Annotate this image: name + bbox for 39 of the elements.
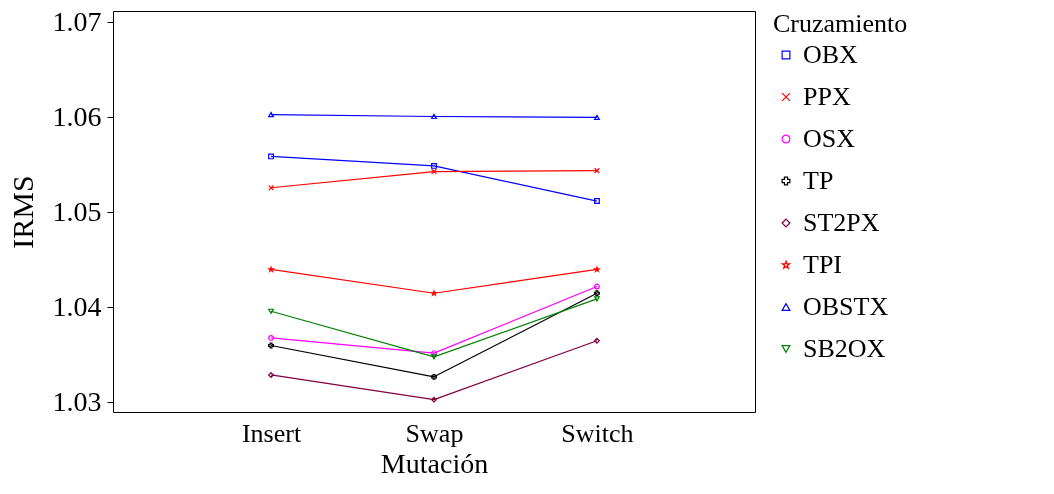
- legend-label: PPX: [803, 82, 851, 111]
- point: [268, 111, 274, 118]
- x-tick-label: Swap: [405, 418, 464, 448]
- y-tick-label: 1.03: [52, 386, 102, 417]
- point: [594, 114, 600, 121]
- point: [268, 184, 274, 191]
- point: [431, 168, 437, 175]
- point: [431, 290, 437, 296]
- point: [594, 198, 600, 204]
- legend-label: SB2OX: [803, 334, 886, 363]
- y-axis-title: IRMS: [5, 175, 39, 249]
- y-tick-label: 1.04: [52, 290, 102, 322]
- x-tick-label: Insert: [241, 418, 302, 448]
- legend-label: TP: [803, 166, 834, 195]
- point: [431, 373, 437, 380]
- y-tick-label: 1.07: [52, 5, 102, 37]
- point: [268, 308, 274, 314]
- legend-label: OBX: [803, 40, 859, 69]
- point: [268, 153, 274, 160]
- point: [594, 266, 600, 272]
- point: [594, 296, 600, 302]
- x-tick-label: Switch: [561, 418, 634, 448]
- y-tick-label: 1.05: [52, 195, 102, 227]
- y-tick-label: 1.06: [52, 100, 102, 132]
- point: [594, 290, 600, 297]
- point: [594, 167, 600, 174]
- x-axis-title: Mutación: [380, 447, 489, 479]
- point: [431, 162, 437, 169]
- legend-label: TPI: [803, 250, 842, 279]
- point: [268, 266, 274, 272]
- legend-title: Cruzamiento: [773, 9, 908, 38]
- point: [268, 372, 274, 378]
- point: [431, 354, 437, 360]
- point: [268, 342, 274, 349]
- point: [431, 113, 437, 120]
- point: [594, 337, 600, 344]
- legend-label: OSX: [803, 124, 856, 153]
- legend-label: ST2PX: [803, 208, 880, 237]
- legend-label: OBSTX: [803, 292, 889, 321]
